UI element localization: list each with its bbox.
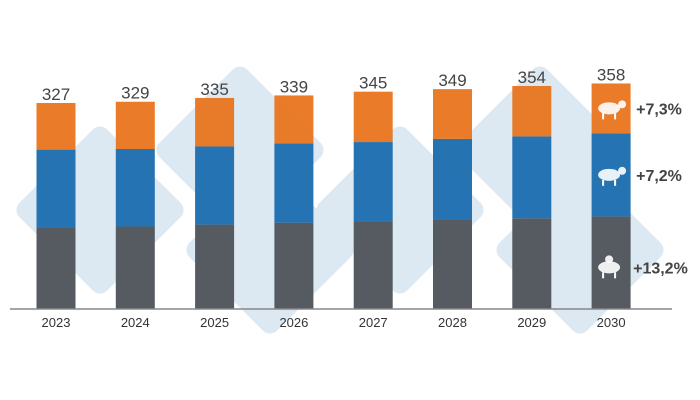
total-label: 349 (438, 71, 466, 90)
bar-segment (36, 149, 76, 228)
pig-icon (598, 166, 627, 186)
bar-segment (433, 89, 472, 139)
bar-segment (274, 95, 314, 144)
change-label: +7,3% (636, 101, 682, 118)
bar-segment (512, 218, 552, 309)
total-label: 358 (597, 65, 625, 84)
x-tick-label: 2023 (42, 315, 71, 330)
bar-segment (115, 226, 155, 309)
watermark-logo (16, 66, 664, 334)
x-tick-label: 2025 (200, 315, 229, 330)
bar-segment (512, 136, 552, 219)
bar-segment (36, 103, 76, 150)
change-label: +7,2% (636, 168, 682, 185)
bar-segment (512, 85, 552, 137)
x-tick-label: 2026 (279, 315, 308, 330)
bar-segment (353, 221, 393, 309)
total-label: 345 (359, 74, 387, 93)
bar-segment (115, 101, 155, 149)
bar-segment (353, 91, 393, 143)
bar-segment (274, 143, 314, 223)
total-label: 335 (200, 80, 228, 99)
x-tick-label: 2028 (438, 315, 467, 330)
change-label: +13,2% (633, 260, 688, 277)
cow-icon (598, 100, 627, 120)
chicken-icon (598, 255, 621, 279)
x-tick-label: 2030 (597, 315, 626, 330)
bar-segment (195, 146, 235, 225)
bar-segment (195, 224, 235, 309)
change-labels: +13,2% +7,2% +7,3% (598, 100, 688, 279)
x-tick-label: 2029 (517, 315, 546, 330)
bar-segment (274, 222, 314, 309)
total-labels: 327 329 335 339 345 349 354 358 (42, 65, 625, 104)
total-label: 329 (121, 84, 149, 103)
bar-segment (36, 227, 76, 309)
total-label: 339 (280, 77, 308, 96)
x-tick-labels: 2023 2024 2025 2026 2027 2028 2029 2030 (42, 315, 626, 330)
x-tick-label: 2024 (121, 315, 150, 330)
bar-segment (195, 97, 235, 147)
bar-segment (433, 138, 472, 220)
total-label: 327 (42, 85, 70, 104)
bar-segment (433, 219, 472, 309)
total-label: 354 (518, 68, 546, 87)
x-tick-label: 2027 (359, 315, 388, 330)
bar-segment (115, 148, 155, 227)
bar-segment (353, 142, 393, 222)
